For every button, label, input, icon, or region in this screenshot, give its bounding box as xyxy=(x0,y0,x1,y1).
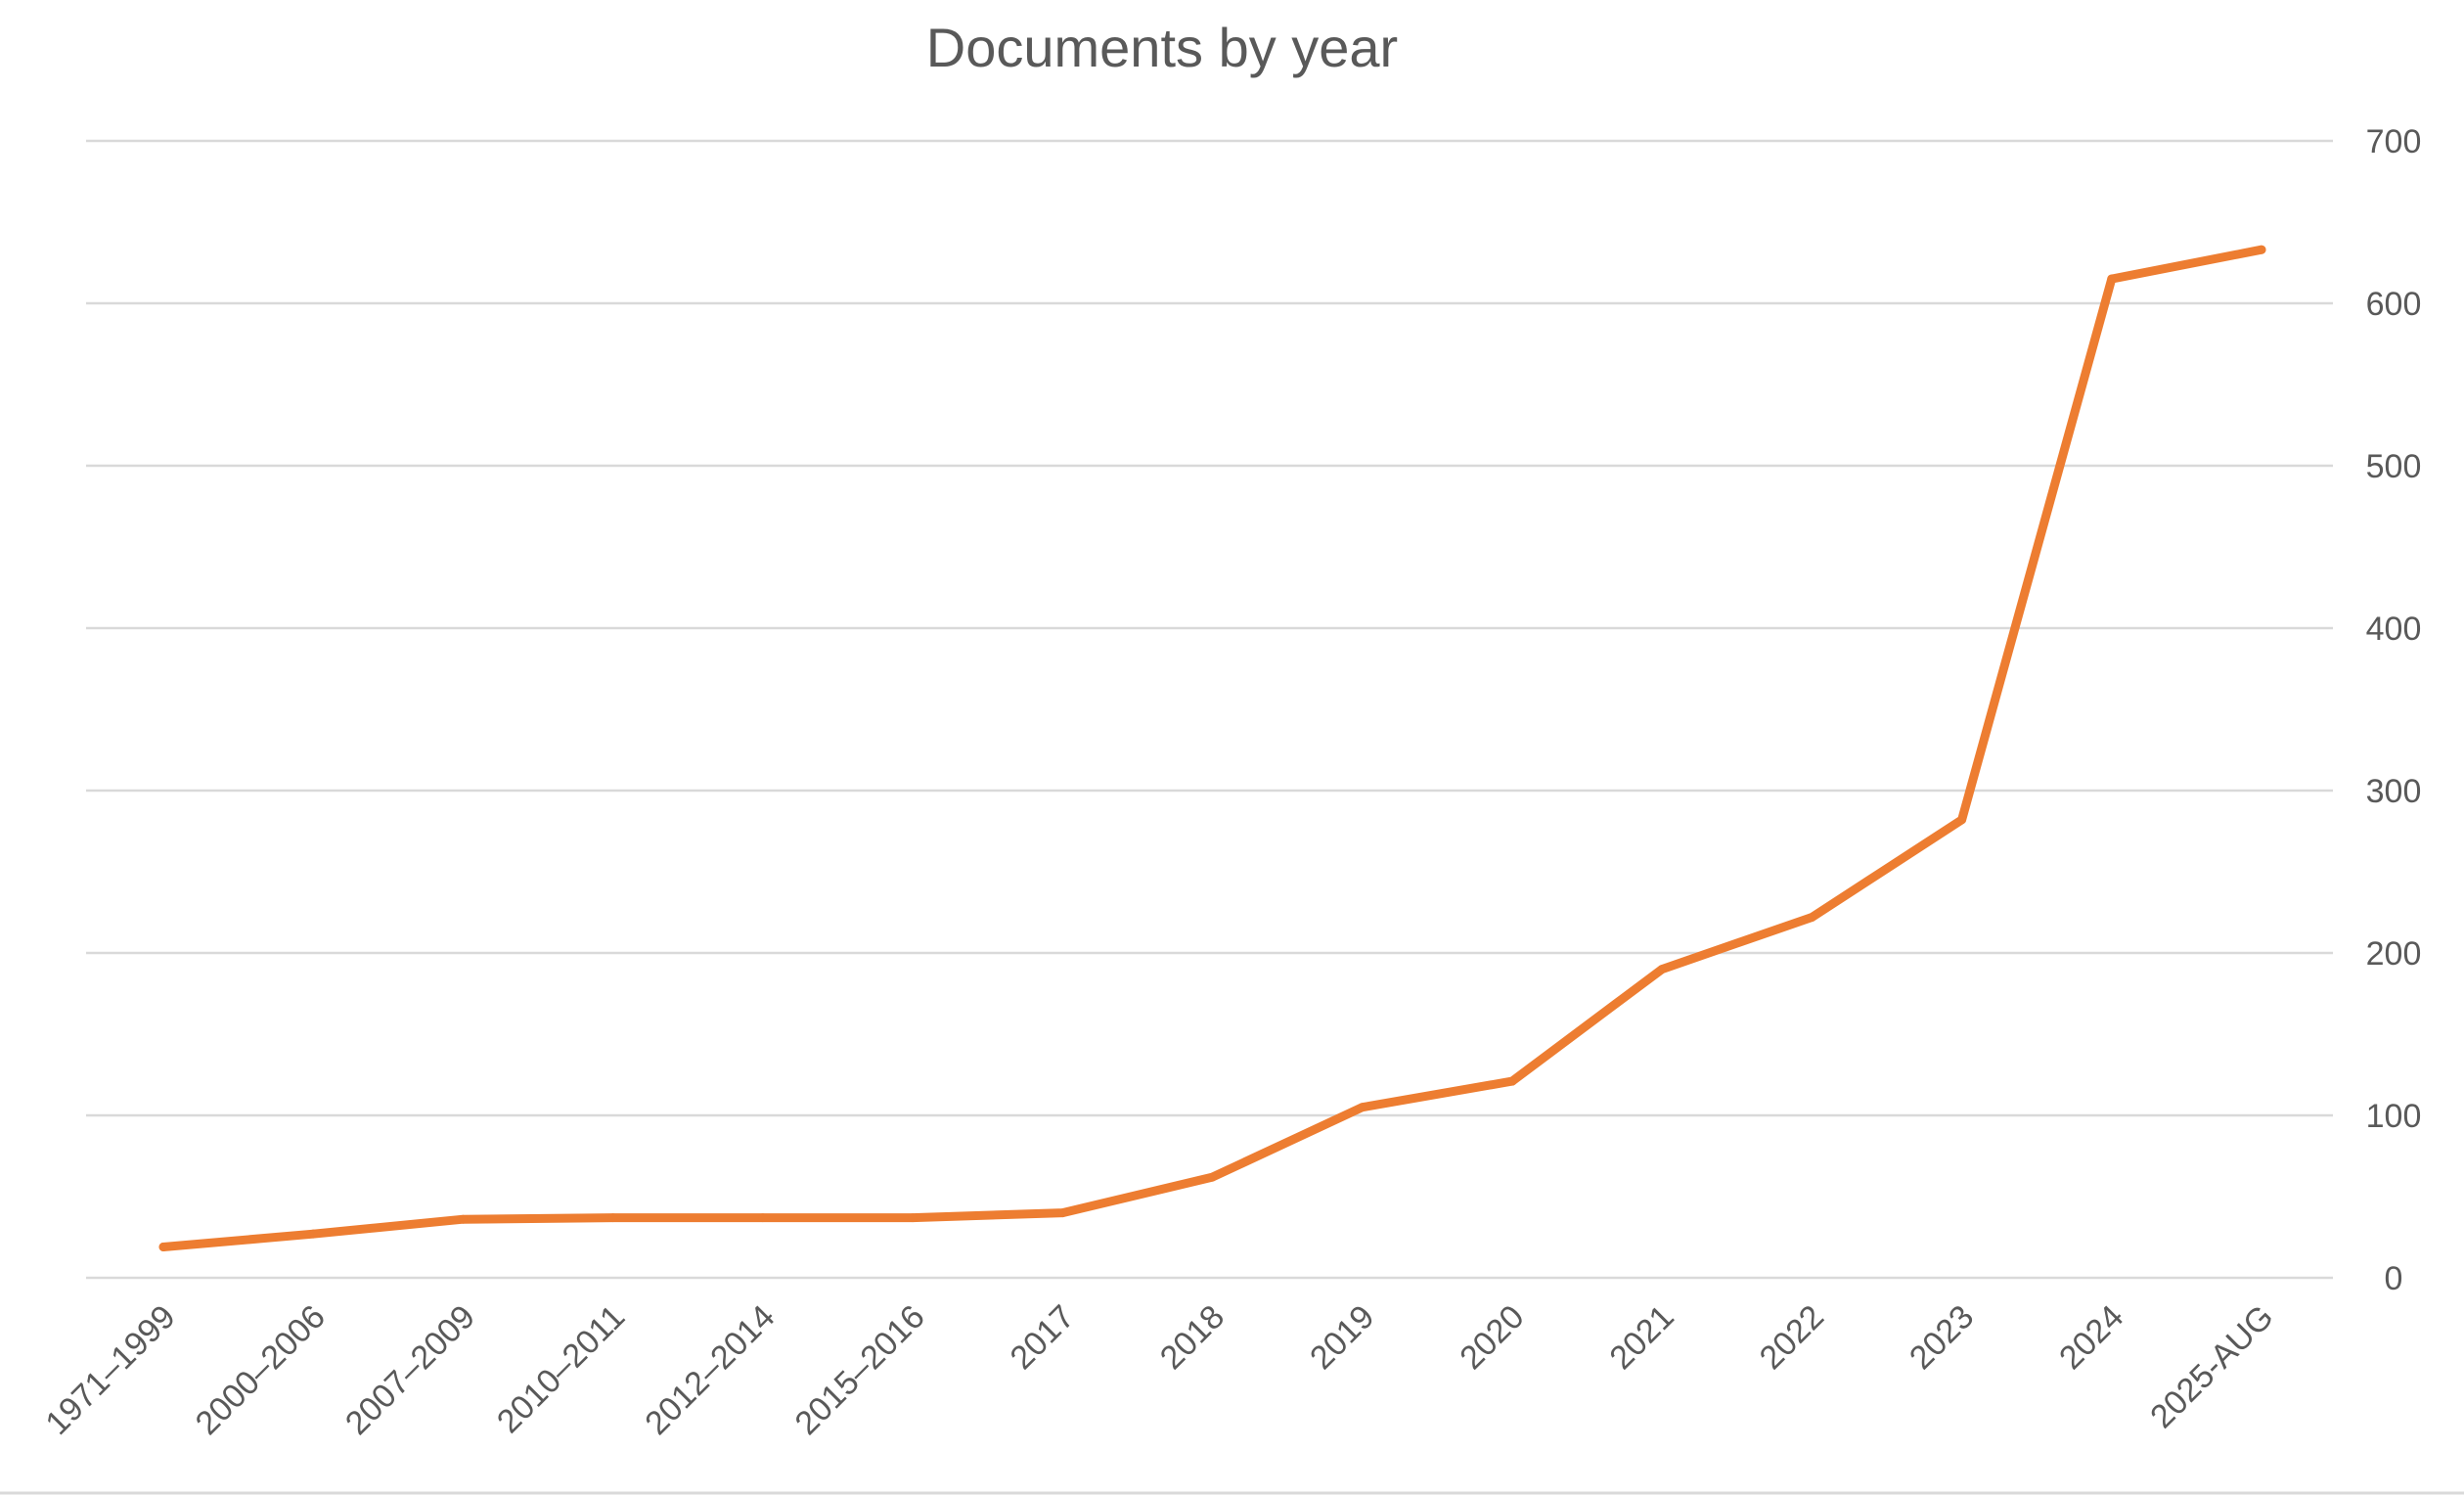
x-tick-label: 2000–2006 xyxy=(189,1298,333,1442)
series-layer xyxy=(158,245,2266,1251)
data-point xyxy=(908,1213,918,1223)
data-point xyxy=(1807,912,1816,922)
x-tick-label: 2020 xyxy=(1453,1298,1531,1377)
chart-title: Documents by year xyxy=(926,17,1398,78)
x-tick-label: 2019 xyxy=(1303,1298,1381,1377)
data-point xyxy=(308,1229,318,1239)
data-point xyxy=(1507,1076,1517,1086)
y-tick-label: 600 xyxy=(2366,286,2422,323)
data-point xyxy=(1208,1172,1217,1182)
x-tick-label: 2023 xyxy=(1903,1298,1981,1377)
y-tick-label: 400 xyxy=(2366,611,2422,648)
data-point xyxy=(1957,815,1967,825)
data-point xyxy=(758,1213,768,1223)
data-point xyxy=(2107,274,2117,284)
data-point xyxy=(1358,1103,1367,1112)
data-point xyxy=(2257,245,2266,254)
x-axis-ticks: 1971–1999 2000–2006 2007–2009 2010–2011 2012… xyxy=(38,1298,2280,1442)
x-tick-label: 2018 xyxy=(1153,1298,1232,1377)
data-point xyxy=(1057,1208,1067,1218)
y-tick-label: 700 xyxy=(2366,123,2422,160)
series-line xyxy=(158,245,2266,1251)
x-tick-label: 2012–2014 xyxy=(638,1298,782,1442)
y-tick-label: 0 xyxy=(2385,1260,2403,1297)
x-tick-label: 2021 xyxy=(1602,1298,1680,1377)
y-tick-label: 500 xyxy=(2366,448,2422,485)
x-tick-label: 2017 xyxy=(1004,1298,1082,1377)
data-point xyxy=(608,1213,618,1223)
x-tick-label: 2007–2009 xyxy=(338,1298,482,1442)
y-tick-label: 100 xyxy=(2366,1098,2422,1135)
data-point xyxy=(158,1242,168,1251)
x-tick-label: 2015–2016 xyxy=(788,1298,932,1442)
y-axis-ticks: 0 100 200 300 400 500 600 700 xyxy=(2366,123,2422,1297)
y-tick-label: 200 xyxy=(2366,935,2422,973)
data-point xyxy=(458,1214,468,1224)
grid-layer xyxy=(86,139,2333,1280)
y-tick-label: 300 xyxy=(2366,773,2422,810)
x-tick-label: 2025-AUG xyxy=(2143,1298,2280,1435)
x-tick-label: 2010–2011 xyxy=(490,1298,632,1440)
x-tick-label: 2022 xyxy=(1753,1298,1831,1377)
data-point xyxy=(1657,965,1667,974)
x-tick-label: 2024 xyxy=(2052,1298,2130,1377)
x-tick-label: 1971–1999 xyxy=(38,1298,182,1442)
